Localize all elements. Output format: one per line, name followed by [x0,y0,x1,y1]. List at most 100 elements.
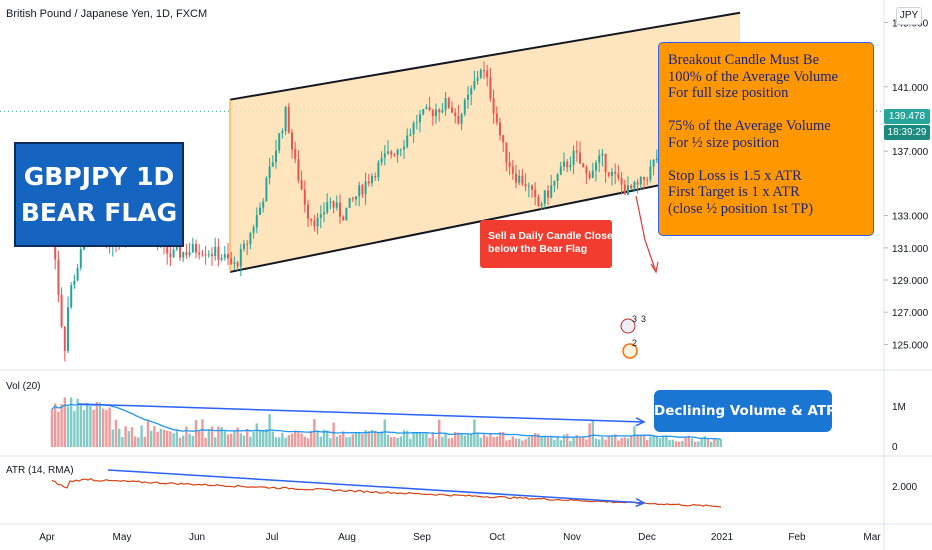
candle-body [652,159,655,167]
volume-bar [719,439,722,447]
candle-body [444,98,447,110]
candle-body [412,123,415,135]
volume-bar [162,429,166,447]
volume-bar [377,432,380,447]
candle-body [521,175,524,185]
volume-bar [198,431,201,447]
price-axis: 145.000141.000137.000133.000131.000129.0… [884,18,929,493]
candle-body [387,151,389,154]
volume-bar [66,406,70,447]
volume-bar [636,435,639,447]
volume-bar [553,439,556,447]
volume-bar [348,436,351,447]
volume-series [50,397,722,447]
volume-bar [607,435,610,447]
volume-bar [354,431,358,447]
volume-bar [460,434,463,447]
volume-bar [310,430,313,447]
volume-bar [159,428,162,447]
candle-body [585,167,588,174]
candle-body [214,246,217,257]
volume-bar [313,418,316,447]
volume-trend-arrow-head [635,417,646,427]
volume-bar [706,438,710,447]
candle-body [508,162,511,167]
volume-bar [89,405,92,447]
atr-line [51,477,722,508]
candle-body [345,207,348,221]
volume-bar [127,431,130,447]
volume-bar [422,433,425,447]
candle-body [409,134,412,136]
candle-body [249,232,252,245]
candle-body [422,109,425,115]
volume-bar [169,431,172,447]
candle-body [550,185,553,198]
candle-body [566,161,569,168]
candle-body [342,216,345,221]
candle-body [399,149,402,151]
candle-body [230,258,233,264]
volume-bar [57,411,60,447]
candle-body [287,106,290,133]
candle-body [492,98,495,114]
volume-bar [220,427,223,447]
time-axis: Apr May Jun Jul Aug Sep Oct Nov Dec 2021 Feb Mar [39,532,881,543]
volume-bar [524,439,527,447]
candle-body [300,180,303,190]
candle-body [303,189,306,205]
candle-body [540,203,543,206]
candle-body [358,185,361,197]
volume-bar [406,430,409,447]
sell-arrow-head [650,261,659,274]
candle-body [383,153,386,158]
volume-pane-label: Vol (20) [6,381,41,392]
atr-trend-arrow [107,469,645,504]
volume-bar [303,436,306,447]
rules-line: Breakout Candle Must Be [668,52,820,68]
volume-bar [649,436,652,447]
volume-bar [428,437,431,447]
volume-bar [76,398,79,447]
volume-bar [450,438,454,447]
time-tick-label: May [113,532,132,543]
volume-bar [111,429,114,447]
candle-body [534,189,537,198]
candle-body [547,190,549,198]
currency-button[interactable]: JPY [896,7,922,25]
candle-body [79,249,82,268]
volume-bar [156,431,159,447]
candle-body [70,285,73,308]
volume-bar [470,434,473,447]
volume-bar [79,403,82,447]
last-price-tag: 139.478 [884,109,930,124]
event-count: 3 [632,314,638,324]
candle-body [483,70,485,72]
volume-bar [572,436,575,447]
volume-bar [546,436,550,447]
volume-bar [374,430,377,447]
candle-body [255,214,258,228]
rules-line: For full size position [668,85,789,101]
candle-body [236,262,239,267]
candle-body [511,166,514,174]
volume-bar [466,433,470,447]
volume-bar [226,434,230,447]
candle-body [63,326,66,351]
rules-line: Stop Loss is 1.5 x ATR [668,167,802,184]
candle-body [611,171,613,176]
candle-body [179,246,181,258]
volume-bar [63,397,66,447]
candle-body [188,252,191,256]
volume-bar [393,436,396,447]
volume-bar [690,438,694,447]
volume-bar [639,435,642,447]
volume-bar [594,438,598,447]
candle-body [441,109,444,113]
volume-bar [274,437,278,447]
volume-bar [146,419,150,447]
volume-bar [210,426,214,447]
volume-bar [82,410,86,447]
volume-bar [297,432,300,447]
candle-body [502,135,505,143]
